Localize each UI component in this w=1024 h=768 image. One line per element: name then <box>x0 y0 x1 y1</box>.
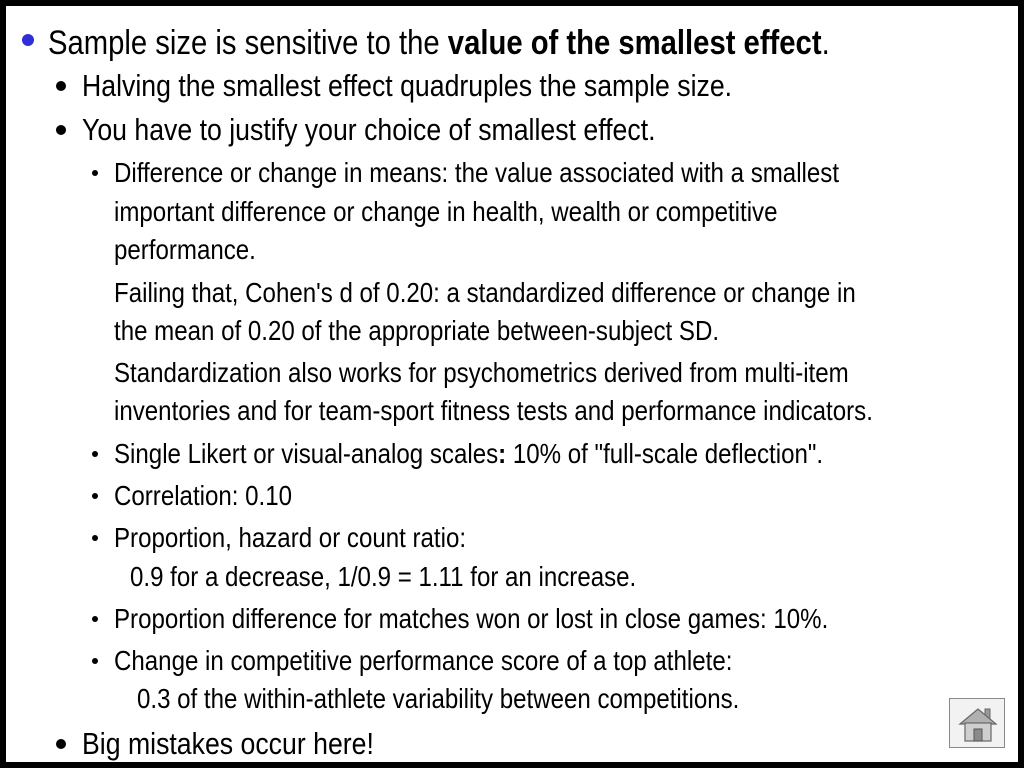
home-icon <box>958 708 998 742</box>
ratio-line-1: Proportion, hazard or count ratio: <box>114 522 467 553</box>
correlation-point: Correlation: 0.10 <box>114 480 293 511</box>
bullet-dot <box>92 493 98 499</box>
justify-point: You have to justify your choice of small… <box>82 112 656 147</box>
halving-point: Halving the smallest effect quadruples t… <box>82 68 733 103</box>
bullet-dot <box>22 34 34 46</box>
std-line-1: Standardization also works for psychomet… <box>114 357 849 388</box>
main-point: Sample size is sensitive to the value of… <box>48 24 830 63</box>
cohen-line-1: Failing that, Cohen's d of 0.20: a stand… <box>114 277 856 308</box>
bullet-dot <box>92 451 98 457</box>
bullet-dot <box>92 658 98 664</box>
bullet-dot <box>92 616 98 622</box>
perf-line-2: 0.3 of the within-athlete variability be… <box>137 683 740 714</box>
main-point-emphasis: value of the smallest effect <box>447 24 822 62</box>
home-button[interactable] <box>949 698 1005 748</box>
likert-colon: : <box>498 438 507 469</box>
bullet-dot <box>56 125 66 135</box>
std-line-2: inventories and for team-sport fitness t… <box>114 395 873 426</box>
likert-value: 10% of "full-scale deflection". <box>506 438 824 469</box>
bullet-dot <box>56 739 66 749</box>
propdiff-point: Proportion difference for matches won or… <box>114 603 829 634</box>
slide: Sample size is sensitive to the value of… <box>6 6 1018 762</box>
diff-line-1: Difference or change in means: the value… <box>114 157 840 188</box>
bullet-dot <box>92 535 98 541</box>
perf-line-1: Change in competitive performance score … <box>114 645 733 676</box>
bullet-dot <box>92 170 98 176</box>
bullet-dot <box>56 81 66 91</box>
ratio-line-2: 0.9 for a decrease, 1/0.9 = 1.11 for an … <box>130 561 637 592</box>
likert-point: Single Likert or visual-analog scales: 1… <box>114 438 823 470</box>
main-point-period: . <box>821 24 830 62</box>
cohen-line-2: the mean of 0.20 of the appropriate betw… <box>114 315 720 346</box>
main-point-text: Sample size is sensitive to the <box>48 24 448 62</box>
diff-line-3: performance. <box>114 234 256 265</box>
likert-label: Single Likert or visual-analog scales <box>114 438 499 469</box>
diff-line-2: important difference or change in health… <box>114 196 778 227</box>
mistakes-point: Big mistakes occur here! <box>82 726 374 761</box>
